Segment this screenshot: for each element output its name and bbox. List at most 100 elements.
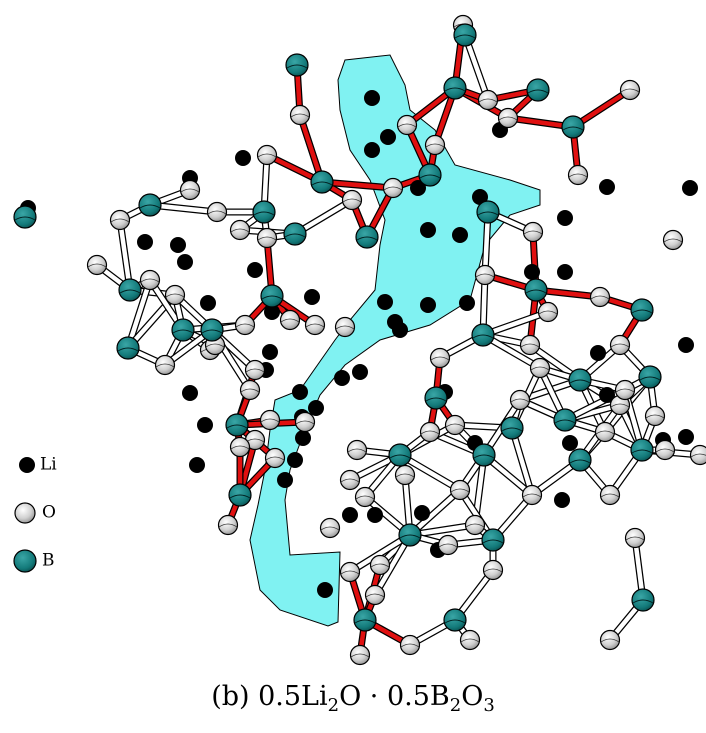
o-atom xyxy=(231,438,250,457)
li-atom xyxy=(459,295,475,311)
li-atom xyxy=(420,222,436,238)
o-atom xyxy=(341,471,360,490)
li-atom xyxy=(277,472,293,488)
o-atom xyxy=(426,136,445,155)
caption: (b) 0.5Li2O · 0.5B2O3 xyxy=(211,681,495,716)
legend: Li O B xyxy=(14,455,57,573)
li-atom xyxy=(562,435,578,451)
o-atom xyxy=(601,486,620,505)
li-atom xyxy=(334,370,350,386)
o-atom xyxy=(181,181,200,200)
o-atom xyxy=(484,561,503,580)
caption-sub: 3 xyxy=(483,695,494,716)
li-atom xyxy=(524,264,540,280)
li-atom xyxy=(452,227,468,243)
legend-o-icon xyxy=(15,503,35,523)
li-atom xyxy=(678,429,694,445)
li-atom xyxy=(599,179,615,195)
o-atom xyxy=(219,516,238,535)
li-atom xyxy=(380,129,396,145)
o-atom xyxy=(141,271,160,290)
li-atom xyxy=(235,150,251,166)
li-atom xyxy=(170,237,186,253)
o-atom xyxy=(611,336,630,355)
li-atom xyxy=(317,582,333,598)
o-atom xyxy=(348,441,367,460)
li-atom xyxy=(352,364,368,380)
o-atom xyxy=(156,356,175,375)
li-atom xyxy=(137,234,153,250)
o-atom xyxy=(208,203,227,222)
li-atom xyxy=(182,385,198,401)
o-atom xyxy=(591,288,610,307)
o-atom xyxy=(166,286,185,305)
caption-sub: 2 xyxy=(328,695,339,716)
figure: Li O B (b) 0.5Li2O · 0.5B2O3 xyxy=(0,0,706,733)
o-atom xyxy=(261,411,280,430)
legend-label: O xyxy=(42,503,56,523)
o-atom xyxy=(439,536,458,555)
caption-part: O xyxy=(461,681,483,712)
caption-sub: 2 xyxy=(450,695,461,716)
o-atom xyxy=(524,223,543,242)
o-atom xyxy=(321,519,340,538)
caption-part: (b) 0.5Li xyxy=(211,681,328,712)
li-atom xyxy=(367,507,383,523)
o-atom xyxy=(523,486,542,505)
o-atom xyxy=(351,646,370,665)
li-atom xyxy=(682,180,698,196)
li-atom xyxy=(189,457,205,473)
o-atom xyxy=(258,146,277,165)
o-atom xyxy=(343,191,362,210)
li-atom xyxy=(197,417,213,433)
o-atom xyxy=(266,449,285,468)
li-atom xyxy=(177,254,193,270)
o-atom xyxy=(366,586,385,605)
o-atom xyxy=(656,441,675,460)
o-atom xyxy=(691,446,706,465)
li-atom xyxy=(262,344,278,360)
o-atom xyxy=(621,81,640,100)
li-atom xyxy=(200,295,216,311)
li-atom xyxy=(554,492,570,508)
o-atom xyxy=(451,481,470,500)
o-atom xyxy=(466,516,485,535)
o-atom xyxy=(626,529,645,548)
caption-part: O · 0.5B xyxy=(339,681,450,712)
o-atom xyxy=(596,423,615,442)
o-atom xyxy=(511,391,530,410)
li-atom xyxy=(292,384,308,400)
o-atom xyxy=(601,631,620,650)
o-atom xyxy=(291,106,310,125)
legend-li-icon xyxy=(19,457,35,473)
o-atom xyxy=(236,316,255,335)
o-atom xyxy=(539,303,558,322)
o-atom xyxy=(499,109,518,128)
o-atom xyxy=(111,211,130,230)
o-atom xyxy=(296,413,315,432)
o-atom xyxy=(336,318,355,337)
o-atom xyxy=(479,91,498,110)
o-atom xyxy=(569,166,588,185)
o-atom xyxy=(616,381,635,400)
li-atom xyxy=(557,210,573,226)
o-atom xyxy=(241,381,260,400)
o-atom xyxy=(398,116,417,135)
legend-label: B xyxy=(42,551,55,571)
o-atom xyxy=(396,466,415,485)
li-atom xyxy=(364,142,380,158)
o-atom xyxy=(341,563,360,582)
li-atom xyxy=(557,264,573,280)
li-atom xyxy=(287,452,303,468)
o-atom xyxy=(258,229,277,248)
o-atom xyxy=(281,311,300,330)
li-atom xyxy=(420,297,436,313)
o-atom xyxy=(521,336,540,355)
legend-b-icon xyxy=(14,550,36,572)
o-atom xyxy=(431,349,450,368)
o-atom xyxy=(384,179,403,198)
li-atom xyxy=(590,345,606,361)
legend-label: Li xyxy=(40,455,57,475)
li-atom xyxy=(304,289,320,305)
o-atom xyxy=(476,266,495,285)
